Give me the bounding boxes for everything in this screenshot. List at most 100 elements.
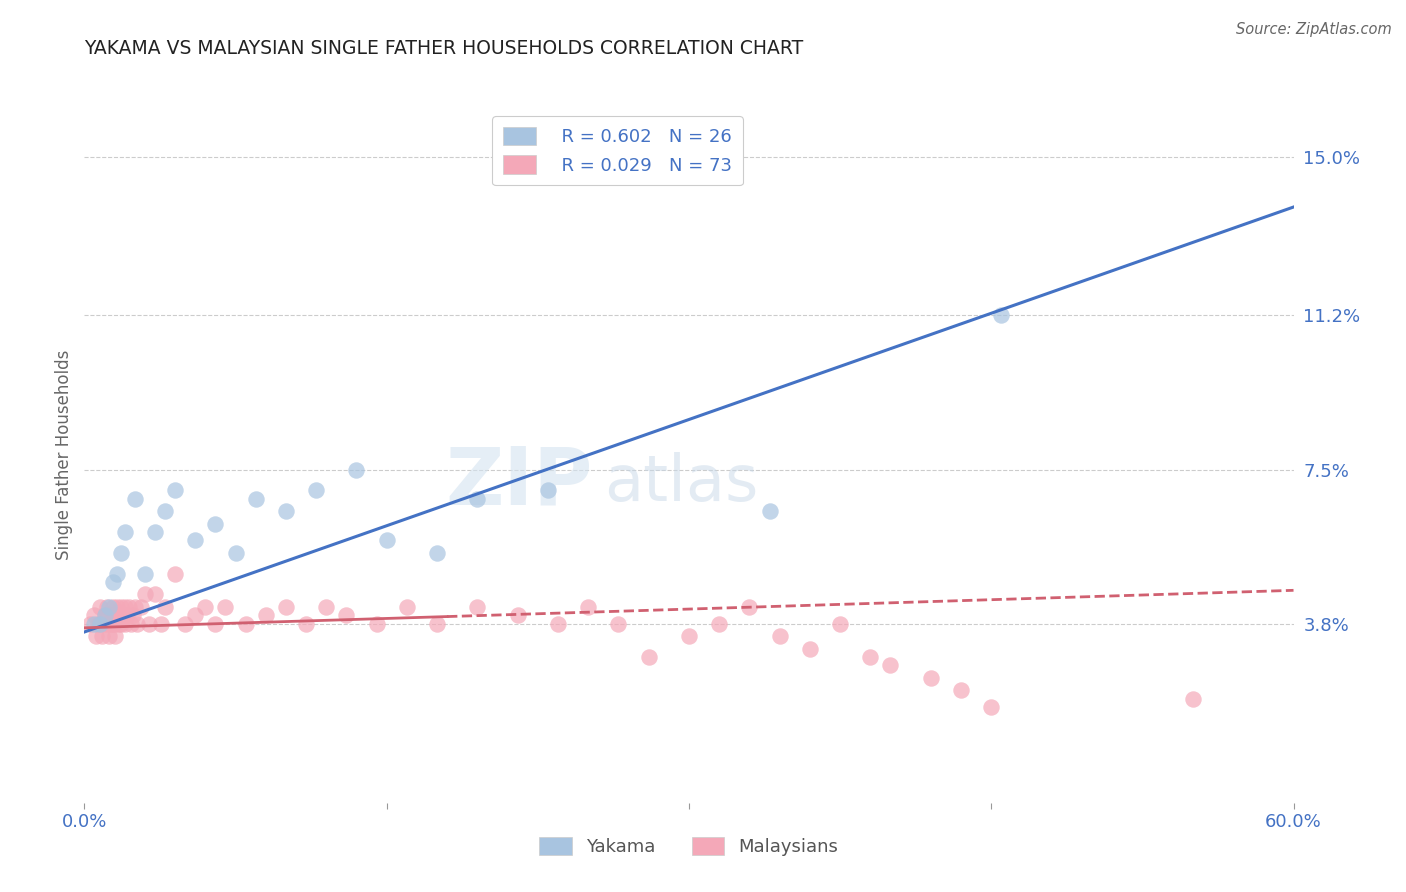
Point (89, 616, 111, 631)
Point (980, 700, 1002, 714)
Point (105, 599, 128, 614)
Point (124, 599, 146, 614)
Point (165, 566, 187, 581)
Point (305, 483, 328, 498)
Point (506, 608, 529, 623)
Point (91, 629, 114, 643)
Point (97, 599, 120, 614)
Text: YAKAMA VS MALAYSIAN SINGLE FATHER HOUSEHOLDS CORRELATION CHART: YAKAMA VS MALAYSIAN SINGLE FATHER HOUSEH… (84, 39, 804, 58)
Point (165, 483, 187, 498)
Point (97, 629, 120, 643)
Point (97, 616, 120, 631)
Point (105, 608, 128, 623)
Point (138, 616, 160, 631)
Point (758, 504, 780, 518)
Point (607, 616, 630, 631)
Point (125, 616, 148, 631)
Point (738, 599, 761, 614)
Point (101, 616, 124, 631)
Point (335, 608, 357, 623)
Point (101, 599, 124, 614)
Point (100, 616, 122, 631)
Point (114, 599, 136, 614)
Point (96, 608, 118, 623)
Point (184, 533, 207, 548)
Point (274, 599, 297, 614)
Point (830, 616, 852, 631)
Point (83, 608, 105, 623)
Point (153, 599, 176, 614)
Point (426, 616, 449, 631)
Point (184, 608, 207, 623)
Point (104, 629, 127, 643)
Point (86, 629, 108, 643)
Point (89, 599, 111, 614)
Point (79, 616, 101, 631)
Point (143, 587, 166, 601)
Point (467, 599, 489, 614)
Text: atlas: atlas (605, 451, 759, 514)
Point (124, 491, 146, 506)
Point (114, 616, 136, 631)
Point (174, 616, 197, 631)
Point (134, 587, 156, 601)
Point (87, 616, 110, 631)
Text: Source: ZipAtlas.com: Source: ZipAtlas.com (1236, 22, 1392, 37)
Point (315, 599, 337, 614)
Point (83, 616, 105, 631)
Point (709, 616, 731, 631)
Point (101, 574, 124, 589)
Point (537, 483, 560, 498)
Point (467, 491, 489, 506)
Point (143, 524, 166, 539)
Point (1181, 691, 1204, 706)
Legend: Yakama, Malaysians: Yakama, Malaysians (531, 830, 846, 863)
Point (149, 616, 172, 631)
Point (121, 608, 143, 623)
Point (110, 616, 132, 631)
Y-axis label: Single Father Households: Single Father Households (55, 350, 73, 560)
Text: ZIP: ZIP (444, 443, 592, 522)
Point (274, 504, 297, 518)
Point (576, 599, 599, 614)
Point (129, 599, 152, 614)
Point (920, 671, 942, 685)
Point (245, 491, 267, 506)
Point (107, 616, 129, 631)
Point (194, 599, 217, 614)
Point (346, 462, 368, 476)
Point (134, 566, 156, 581)
Point (111, 608, 134, 623)
Point (950, 683, 973, 698)
Point (104, 616, 127, 631)
Point (104, 608, 127, 623)
Point (859, 650, 882, 665)
Point (120, 616, 142, 631)
Point (105, 566, 128, 581)
Point (93, 608, 115, 623)
Point (110, 599, 132, 614)
Point (254, 608, 277, 623)
Point (769, 629, 792, 643)
Point (204, 516, 226, 531)
Point (214, 599, 236, 614)
Point (93, 616, 115, 631)
Point (96, 599, 118, 614)
Point (225, 546, 247, 560)
Point (100, 608, 122, 623)
Point (366, 616, 388, 631)
Point (89, 616, 111, 631)
Point (879, 658, 901, 673)
Point (426, 546, 449, 560)
Point (295, 616, 318, 631)
Point (115, 608, 138, 623)
Point (93, 608, 115, 623)
Point (375, 533, 398, 548)
Point (990, 309, 1012, 323)
Point (799, 641, 821, 656)
Point (637, 650, 659, 665)
Point (678, 629, 700, 643)
Point (153, 504, 176, 518)
Point (395, 599, 418, 614)
Point (235, 616, 257, 631)
